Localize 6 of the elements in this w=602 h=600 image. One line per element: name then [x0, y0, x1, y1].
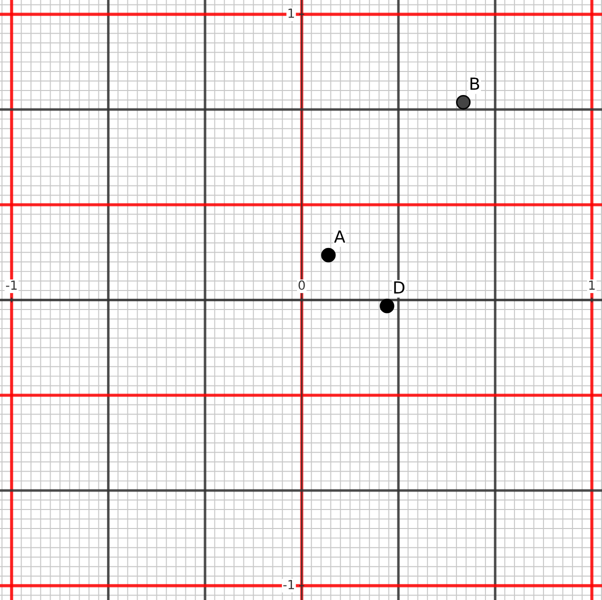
x-tick-label: 1 — [589, 280, 595, 290]
annotation: B — [470, 78, 480, 90]
annotation: D — [394, 281, 404, 294]
x-tick-label: -1 — [6, 280, 17, 290]
x-tick-label: 0 — [298, 280, 305, 290]
annotation: A — [334, 230, 346, 243]
